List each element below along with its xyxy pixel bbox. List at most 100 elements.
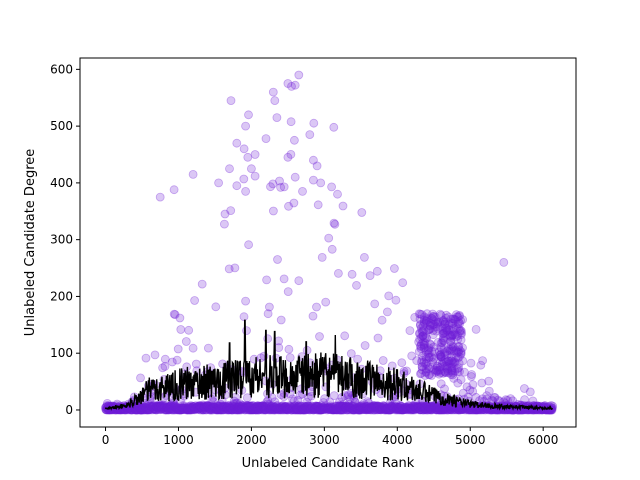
x-tick-label: 4000 <box>382 433 413 447</box>
scatter-point <box>230 263 240 273</box>
scatter-point <box>152 405 162 415</box>
scatter-point <box>249 405 259 415</box>
scatter-point <box>253 401 263 411</box>
scatter-point <box>317 252 327 262</box>
scatter-point <box>455 326 465 336</box>
scatter-point <box>196 403 206 413</box>
scatter-point <box>236 404 246 414</box>
scatter-point <box>151 402 161 412</box>
scatter-point <box>284 201 293 211</box>
scatter-point <box>162 405 172 415</box>
scatter-point <box>171 403 181 413</box>
scatter-point <box>156 401 166 411</box>
scatter-point <box>170 310 180 320</box>
scatter-point <box>234 401 244 411</box>
scatter-point <box>159 403 169 413</box>
scatter-point <box>370 299 380 309</box>
scatter-point <box>240 405 250 415</box>
scatter-point <box>176 403 186 413</box>
scatter-point <box>193 402 203 412</box>
scatter-point <box>272 403 282 413</box>
scatter-point <box>201 405 211 415</box>
scatter-point <box>142 403 152 413</box>
scatter-point <box>224 405 234 415</box>
scatter-point <box>153 403 163 413</box>
scatter-point <box>272 404 282 414</box>
scatter-point <box>215 405 225 415</box>
scatter-point <box>242 400 252 410</box>
scatter-point <box>293 405 303 415</box>
scatter-point <box>237 401 247 411</box>
scatter-point <box>244 240 254 250</box>
scatter-point <box>197 404 207 414</box>
scatter-point <box>260 402 270 412</box>
scatter-point <box>173 344 183 354</box>
scatter-point <box>405 326 415 336</box>
scatter-point <box>253 401 263 411</box>
scatter-point <box>222 402 231 412</box>
scatter-point <box>250 402 260 412</box>
scatter-point <box>198 400 208 410</box>
scatter-point <box>143 403 152 413</box>
scatter-point <box>226 206 236 216</box>
scatter-point <box>182 405 192 415</box>
scatter-point <box>160 402 170 411</box>
scatter-point <box>397 358 407 368</box>
scatter-point <box>160 405 170 415</box>
scatter-point <box>205 405 215 415</box>
scatter-point <box>259 401 268 411</box>
scatter-point <box>135 405 145 415</box>
scatter-point <box>266 401 276 411</box>
scatter-point <box>248 401 258 411</box>
scatter-point <box>185 403 195 412</box>
scatter-point <box>250 150 260 159</box>
scatter-point <box>185 404 195 414</box>
scatter-point <box>136 405 146 415</box>
scatter-point <box>295 403 305 413</box>
scatter-point <box>143 405 153 415</box>
scatter-point <box>147 402 156 412</box>
scatter-point <box>220 402 230 412</box>
scatter-point <box>284 404 294 414</box>
scatter-point <box>145 401 155 411</box>
scatter-point <box>285 404 295 414</box>
scatter-point <box>211 302 221 312</box>
scatter-point <box>207 403 217 413</box>
scatter-point <box>192 404 202 414</box>
scatter-point <box>499 257 509 267</box>
scatter-point <box>229 404 239 414</box>
scatter-point <box>286 405 296 415</box>
scatter-point <box>206 405 216 415</box>
scatter-point <box>216 405 226 415</box>
scatter-point <box>149 405 158 415</box>
scatter-point <box>291 403 301 413</box>
scatter-point <box>140 402 150 412</box>
scatter-point <box>438 316 448 326</box>
scatter-point <box>289 198 299 208</box>
scatter-point <box>373 333 383 343</box>
scatter-point <box>153 401 163 411</box>
scatter-point <box>293 404 303 414</box>
scatter-point <box>275 402 285 412</box>
scatter-point <box>232 181 242 191</box>
scatter-point <box>162 403 172 413</box>
scatter-point <box>224 401 233 411</box>
scatter-point <box>327 182 337 192</box>
scatter-point <box>251 403 261 413</box>
scatter-point <box>215 404 225 414</box>
scatter-point <box>258 401 268 411</box>
scatter-point <box>272 113 282 122</box>
scatter-point <box>192 402 202 412</box>
scatter-point <box>240 403 250 413</box>
scatter-point <box>231 404 241 414</box>
scatter-point <box>184 402 194 412</box>
scatter-point <box>208 397 218 407</box>
scatter-point <box>244 404 254 414</box>
scatter-point <box>229 396 239 406</box>
scatter-point <box>190 296 200 305</box>
scatter-point <box>241 401 251 411</box>
scatter-point <box>174 403 184 413</box>
scatter-point <box>135 403 145 413</box>
scatter-point <box>270 96 280 105</box>
